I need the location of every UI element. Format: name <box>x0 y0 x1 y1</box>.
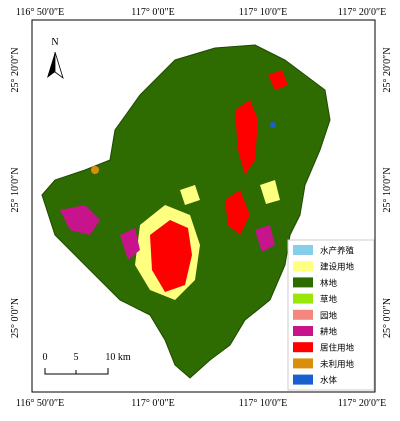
residential-patch <box>235 100 258 175</box>
residential-patch <box>150 220 192 292</box>
bottom-coordinate-label: 117° 0′0″E <box>131 398 175 409</box>
legend-label: 水产养殖 <box>320 246 355 257</box>
top-coordinate-label: 117° 10′0″E <box>239 7 288 18</box>
legend-label: 水体 <box>320 375 338 386</box>
cropland-patch <box>60 205 100 235</box>
legend-swatch <box>293 245 313 255</box>
forest-area <box>41 44 331 379</box>
residential-patch <box>268 70 288 90</box>
north-label: N <box>51 37 58 48</box>
legend-label: 草地 <box>320 294 338 305</box>
top-coordinate-label: 117° 0′0″E <box>131 7 175 18</box>
legend-swatch <box>293 374 313 385</box>
legend-swatch <box>293 342 313 353</box>
north-arrow-left <box>47 52 55 78</box>
scale-bar: 0 5 10 km <box>43 352 131 375</box>
bottom-coordinate-label: 117° 10′0″E <box>239 398 288 409</box>
north-arrow-right <box>54 51 64 80</box>
unused-patch <box>91 166 99 174</box>
left-coordinate-label: 25° 20′0″N <box>10 47 21 92</box>
legend-swatch <box>293 293 313 304</box>
legend-swatch <box>293 309 313 320</box>
cropland-patch <box>255 225 275 252</box>
legend-label: 建设用地 <box>320 262 355 273</box>
scale-line <box>44 368 109 375</box>
bottom-coordinate-label: 117° 20′0″E <box>338 398 387 409</box>
legend-swatch <box>293 277 313 288</box>
scale-label: 0 <box>43 352 48 363</box>
right-coordinate-label: 25° 20′0″N <box>382 47 393 92</box>
legend-label: 林地 <box>320 278 338 289</box>
left-coordinate-label: 25° 0′0″N <box>10 298 21 338</box>
right-coordinate-label: 25° 10′0″N <box>382 167 393 212</box>
legend-label: 耕地 <box>320 327 338 338</box>
study-area <box>41 44 331 379</box>
water-patch <box>270 122 276 128</box>
residential-patch <box>225 190 250 235</box>
legend-swatch <box>293 326 313 336</box>
legend-label: 未利用地 <box>320 359 355 370</box>
scale-label: 10 km <box>105 352 131 363</box>
cropland-patch <box>120 228 140 260</box>
construction-patch <box>260 180 280 204</box>
bottom-coordinate-label: 116° 50′0″E <box>16 398 65 409</box>
legend-swatch <box>293 358 313 369</box>
legend-label: 园地 <box>320 310 338 321</box>
legend-swatch <box>293 261 313 272</box>
legend-label: 居住用地 <box>320 343 355 354</box>
scale-label: 5 <box>74 352 79 363</box>
right-coordinate-label: 25° 0′0″N <box>382 298 393 338</box>
north-arrow: N <box>47 37 64 80</box>
top-coordinate-label: 117° 20′0″E <box>338 7 387 18</box>
construction-patch <box>180 185 200 205</box>
left-coordinate-label: 25° 10′0″N <box>10 167 21 212</box>
top-coordinate-label: 116° 50′0″E <box>16 7 65 18</box>
